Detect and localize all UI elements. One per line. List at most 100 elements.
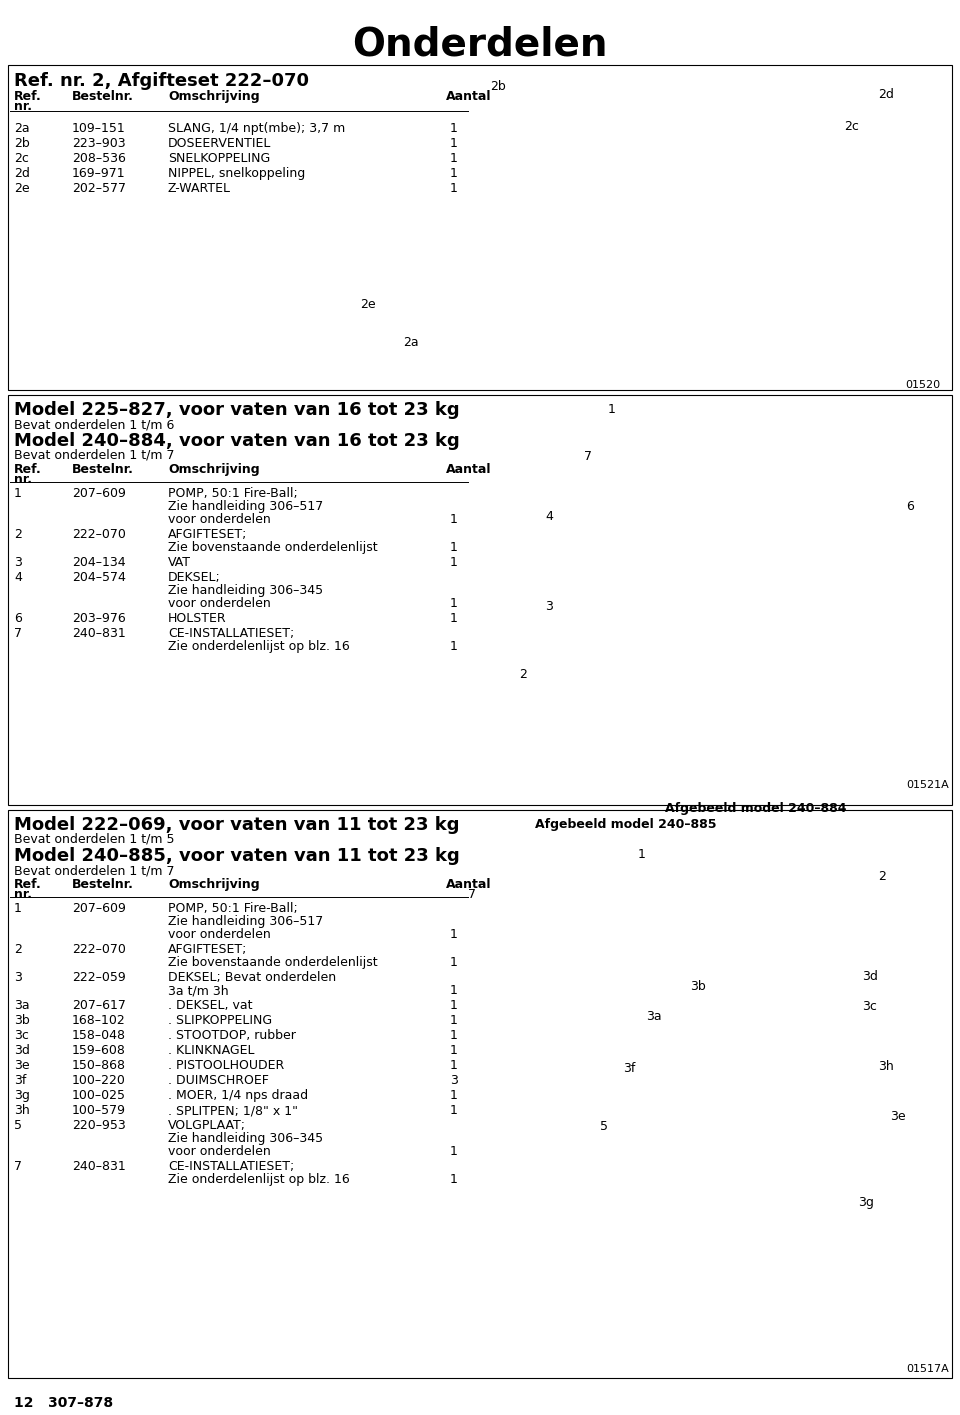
- Text: 3d: 3d: [862, 971, 877, 983]
- Text: Omschrijving: Omschrijving: [168, 877, 259, 891]
- Text: 1: 1: [450, 183, 458, 195]
- Text: Bevat onderdelen 1 t/m 7: Bevat onderdelen 1 t/m 7: [14, 865, 175, 877]
- Text: 1: 1: [450, 541, 458, 555]
- Text: . DUIMSCHROEF: . DUIMSCHROEF: [168, 1074, 269, 1087]
- Text: 1: 1: [450, 1090, 458, 1102]
- Text: 1: 1: [14, 901, 22, 916]
- Text: voor onderdelen: voor onderdelen: [168, 928, 271, 941]
- Text: Zie onderdelenlijst op blz. 16: Zie onderdelenlijst op blz. 16: [168, 1173, 349, 1186]
- Text: SNELKOPPELING: SNELKOPPELING: [168, 151, 271, 166]
- Text: 158–048: 158–048: [72, 1029, 126, 1041]
- Text: 208–536: 208–536: [72, 151, 126, 166]
- Text: voor onderdelen: voor onderdelen: [168, 514, 271, 526]
- Text: Aantal: Aantal: [446, 877, 492, 891]
- Text: 7: 7: [584, 450, 592, 463]
- Text: Z-WARTEL: Z-WARTEL: [168, 183, 231, 195]
- Text: 3f: 3f: [14, 1074, 26, 1087]
- Text: 1: 1: [450, 957, 458, 969]
- Text: 169–971: 169–971: [72, 167, 126, 180]
- Text: 2b: 2b: [14, 137, 30, 150]
- Text: Ref.: Ref.: [14, 91, 41, 103]
- Text: 2e: 2e: [360, 299, 375, 311]
- Text: DOSEERVENTIEL: DOSEERVENTIEL: [168, 137, 272, 150]
- Text: 3a: 3a: [14, 999, 30, 1012]
- Text: DEKSEL;: DEKSEL;: [168, 572, 221, 584]
- Text: 1: 1: [450, 613, 458, 625]
- Text: 2e: 2e: [14, 183, 30, 195]
- Text: 100–579: 100–579: [72, 1104, 126, 1116]
- Text: Bevat onderdelen 1 t/m 7: Bevat onderdelen 1 t/m 7: [14, 449, 175, 463]
- Text: Onderdelen: Onderdelen: [352, 25, 608, 64]
- Text: 204–574: 204–574: [72, 572, 126, 584]
- Text: Zie handleiding 306–345: Zie handleiding 306–345: [168, 1132, 324, 1145]
- Text: 2d: 2d: [14, 167, 30, 180]
- Text: 2c: 2c: [14, 151, 29, 166]
- Text: Model 240–885, voor vaten van 11 tot 23 kg: Model 240–885, voor vaten van 11 tot 23 …: [14, 848, 460, 865]
- Text: 7: 7: [14, 627, 22, 640]
- Text: 1: 1: [450, 1015, 458, 1027]
- Text: 1: 1: [450, 1104, 458, 1116]
- Text: . MOER, 1/4 nps draad: . MOER, 1/4 nps draad: [168, 1090, 308, 1102]
- Text: Bestelnr.: Bestelnr.: [72, 463, 133, 475]
- Text: 2: 2: [14, 942, 22, 957]
- Text: 5: 5: [600, 1121, 608, 1133]
- Text: 222–070: 222–070: [72, 528, 126, 541]
- Text: 2c: 2c: [844, 120, 859, 133]
- Text: 207–609: 207–609: [72, 901, 126, 916]
- Text: 3f: 3f: [623, 1063, 636, 1075]
- Text: 1: 1: [450, 983, 458, 998]
- Text: VAT: VAT: [168, 556, 191, 569]
- Text: 2d: 2d: [878, 88, 894, 100]
- Text: NIPPEL, snelkoppeling: NIPPEL, snelkoppeling: [168, 167, 305, 180]
- Text: 240–831: 240–831: [72, 1160, 126, 1173]
- Text: Afgebeeld model 240–885: Afgebeeld model 240–885: [535, 818, 716, 831]
- Text: Zie handleiding 306–517: Zie handleiding 306–517: [168, 499, 324, 514]
- Text: nr.: nr.: [14, 889, 32, 901]
- Text: . STOOTDOP, rubber: . STOOTDOP, rubber: [168, 1029, 296, 1041]
- Text: 2: 2: [878, 870, 886, 883]
- Text: 3a t/m 3h: 3a t/m 3h: [168, 983, 228, 998]
- Text: VOLGPLAAT;: VOLGPLAAT;: [168, 1119, 246, 1132]
- Text: POMP, 50:1 Fire-Ball;: POMP, 50:1 Fire-Ball;: [168, 487, 298, 499]
- Text: 3: 3: [545, 600, 553, 613]
- Text: 3d: 3d: [14, 1044, 30, 1057]
- Text: 2: 2: [519, 668, 527, 681]
- Text: Bevat onderdelen 1 t/m 5: Bevat onderdelen 1 t/m 5: [14, 833, 175, 846]
- Bar: [8, 809, 952, 1378]
- Text: 3g: 3g: [14, 1090, 30, 1102]
- Text: 3e: 3e: [890, 1109, 905, 1124]
- Text: Aantal: Aantal: [446, 463, 492, 475]
- Text: 1: 1: [450, 597, 458, 610]
- Text: 3g: 3g: [858, 1196, 874, 1208]
- Text: Omschrijving: Omschrijving: [168, 91, 259, 103]
- Text: 1: 1: [450, 1058, 458, 1073]
- Text: voor onderdelen: voor onderdelen: [168, 1145, 271, 1157]
- Text: 6: 6: [906, 499, 914, 514]
- Text: 1: 1: [450, 640, 458, 652]
- Text: 1: 1: [450, 1044, 458, 1057]
- Text: . PISTOOLHOUDER: . PISTOOLHOUDER: [168, 1058, 284, 1073]
- Text: AFGIFTESET;: AFGIFTESET;: [168, 528, 248, 541]
- Text: Zie onderdelenlijst op blz. 16: Zie onderdelenlijst op blz. 16: [168, 640, 349, 652]
- Text: 1: 1: [450, 999, 458, 1012]
- Text: 2b: 2b: [490, 81, 506, 93]
- Text: 1: 1: [450, 167, 458, 180]
- Text: Model 240–884, voor vaten van 16 tot 23 kg: Model 240–884, voor vaten van 16 tot 23 …: [14, 432, 460, 450]
- Text: 100–025: 100–025: [72, 1090, 126, 1102]
- Text: Bestelnr.: Bestelnr.: [72, 877, 133, 891]
- Text: nr.: nr.: [14, 100, 32, 113]
- Text: 1: 1: [450, 928, 458, 941]
- Text: 1: 1: [608, 403, 616, 416]
- Text: 2a: 2a: [14, 122, 30, 134]
- Text: 1: 1: [450, 1173, 458, 1186]
- Text: 109–151: 109–151: [72, 122, 126, 134]
- Text: Ref. nr. 2, Afgifteset 222–070: Ref. nr. 2, Afgifteset 222–070: [14, 72, 309, 91]
- Text: 01520: 01520: [905, 381, 940, 391]
- Text: Model 225–827, voor vaten van 16 tot 23 kg: Model 225–827, voor vaten van 16 tot 23 …: [14, 400, 460, 419]
- Text: 1: 1: [450, 122, 458, 134]
- Text: 1: 1: [450, 514, 458, 526]
- Text: 3b: 3b: [14, 1015, 30, 1027]
- Text: Afgebeeld model 240–884: Afgebeeld model 240–884: [665, 802, 847, 815]
- Text: Zie handleiding 306–517: Zie handleiding 306–517: [168, 916, 324, 928]
- Text: 1: 1: [450, 151, 458, 166]
